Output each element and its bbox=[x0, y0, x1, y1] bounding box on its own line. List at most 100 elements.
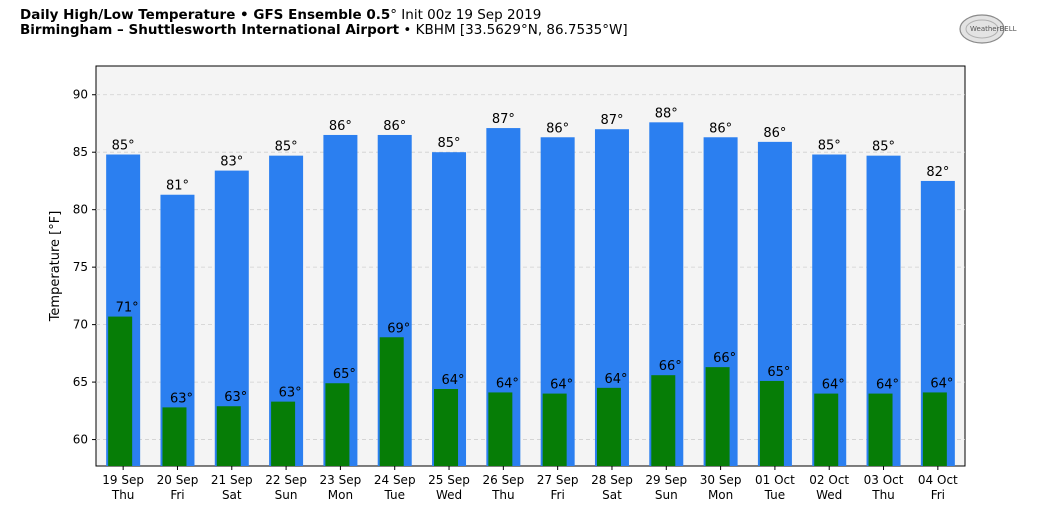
low-bar bbox=[922, 392, 947, 466]
low-bar bbox=[596, 387, 621, 466]
chart-title: Daily High/Low Temperature • GFS Ensembl… bbox=[20, 8, 628, 23]
low-value-label: 64° bbox=[876, 378, 899, 393]
x-tick-label-date: 21 Sep bbox=[211, 473, 253, 487]
high-value-label: 82° bbox=[926, 165, 949, 180]
x-tick-label-weekday: Thu bbox=[871, 488, 895, 502]
x-tick-label-date: 03 Oct bbox=[864, 473, 904, 487]
x-tick-label-date: 29 Sep bbox=[645, 473, 687, 487]
x-tick-label-date: 22 Sep bbox=[265, 473, 307, 487]
x-tick-label-weekday: Sun bbox=[275, 488, 298, 502]
low-bar bbox=[216, 406, 241, 466]
station-name: Birmingham – Shuttlesworth International… bbox=[20, 22, 400, 38]
low-bar bbox=[814, 393, 839, 466]
bar-labels: 85° 71° 81° 63° 83° 63° 85° 63° 86° 65° 86° 69° 85° 6… bbox=[112, 106, 954, 406]
x-tick-label-weekday: Sun bbox=[655, 488, 678, 502]
y-tick-label: 90 bbox=[73, 88, 88, 102]
low-value-label: 64° bbox=[442, 373, 465, 388]
weatherbell-logo-icon: WeatherBELL bbox=[956, 12, 1020, 46]
high-value-label: 86° bbox=[546, 121, 569, 136]
x-tick-label-weekday: Thu bbox=[111, 488, 135, 502]
high-value-label: 85° bbox=[818, 139, 841, 154]
x-tick-label-weekday: Fri bbox=[551, 488, 565, 502]
low-bar bbox=[651, 375, 676, 466]
low-value-label: 64° bbox=[930, 376, 953, 391]
x-tick-label-date: 28 Sep bbox=[591, 473, 633, 487]
x-tick-label-weekday: Wed bbox=[436, 488, 462, 502]
y-tick-label: 75 bbox=[73, 260, 88, 274]
x-tick-label-weekday: Thu bbox=[491, 488, 515, 502]
y-axis-label: Temperature [°F] bbox=[48, 211, 63, 323]
low-value-label: 66° bbox=[713, 351, 736, 366]
x-tick-label-weekday: Mon bbox=[328, 488, 353, 502]
high-value-label: 83° bbox=[220, 155, 243, 170]
x-tick-label-date: 19 Sep bbox=[102, 473, 144, 487]
high-value-label: 85° bbox=[112, 139, 135, 154]
high-value-label: 86° bbox=[383, 119, 406, 134]
high-value-label: 85° bbox=[275, 140, 298, 155]
low-bar bbox=[108, 316, 133, 466]
high-value-label: 81° bbox=[166, 179, 189, 194]
y-tick-label: 80 bbox=[73, 203, 88, 217]
low-bar bbox=[434, 388, 459, 466]
high-value-label: 86° bbox=[709, 121, 732, 136]
low-value-label: 63° bbox=[279, 386, 302, 401]
low-value-label: 63° bbox=[224, 390, 247, 405]
low-bar bbox=[542, 393, 567, 466]
x-tick-label-date: 27 Sep bbox=[537, 473, 579, 487]
high-value-label: 86° bbox=[763, 126, 786, 141]
low-value-label: 66° bbox=[659, 359, 682, 374]
station-info: • KBHM [33.5629°N, 86.7535°W] bbox=[399, 22, 628, 38]
low-bar bbox=[325, 383, 350, 466]
y-tick-label: 70 bbox=[73, 318, 88, 332]
chart-subtitle: Birmingham – Shuttlesworth International… bbox=[20, 23, 628, 38]
title-degree: ° bbox=[390, 7, 398, 23]
x-tick-label-weekday: Sat bbox=[602, 488, 622, 502]
x-tick-label-date: 25 Sep bbox=[428, 473, 470, 487]
x-tick-label-date: 04 Oct bbox=[918, 473, 958, 487]
high-value-label: 88° bbox=[655, 106, 678, 121]
x-tick-label-weekday: Tue bbox=[764, 488, 786, 502]
x-tick-label-date: 30 Sep bbox=[700, 473, 742, 487]
low-bar bbox=[488, 392, 513, 466]
x-tick-label-date: 01 Oct bbox=[755, 473, 795, 487]
low-value-label: 71° bbox=[116, 301, 139, 316]
x-tick-label-date: 23 Sep bbox=[320, 473, 362, 487]
x-tick-label-weekday: Wed bbox=[816, 488, 842, 502]
x-tick-label-weekday: Fri bbox=[931, 488, 945, 502]
low-value-label: 65° bbox=[767, 365, 790, 380]
high-value-label: 85° bbox=[438, 136, 461, 151]
low-value-label: 64° bbox=[604, 372, 627, 387]
low-bar bbox=[705, 367, 730, 466]
low-value-label: 64° bbox=[550, 378, 573, 393]
x-tick-label-weekday: Fri bbox=[170, 488, 184, 502]
low-bar bbox=[759, 380, 784, 466]
x-tick-label-weekday: Sat bbox=[222, 488, 242, 502]
x-tick-label-date: 02 Oct bbox=[809, 473, 849, 487]
chart-header: Daily High/Low Temperature • GFS Ensembl… bbox=[20, 8, 628, 38]
y-tick-label: 65 bbox=[73, 375, 88, 389]
high-value-label: 85° bbox=[872, 140, 895, 155]
low-bars bbox=[108, 316, 947, 466]
logo-text: WeatherBELL bbox=[970, 25, 1017, 33]
y-tick-label: 85 bbox=[73, 145, 88, 159]
low-value-label: 64° bbox=[822, 378, 845, 393]
title-bold: Daily High/Low Temperature • GFS Ensembl… bbox=[20, 7, 391, 23]
low-value-label: 63° bbox=[170, 391, 193, 406]
low-bar bbox=[379, 337, 404, 466]
title-init: Init 00z 19 Sep 2019 bbox=[397, 7, 542, 23]
low-value-label: 65° bbox=[333, 367, 356, 382]
high-value-label: 87° bbox=[600, 113, 623, 128]
x-tick-label-weekday: Tue bbox=[383, 488, 405, 502]
x-tick-label-date: 24 Sep bbox=[374, 473, 416, 487]
low-value-label: 69° bbox=[387, 321, 410, 336]
y-axis: 60 65 70 75 80 85 90 bbox=[73, 88, 96, 447]
high-value-label: 86° bbox=[329, 119, 352, 134]
high-value-label: 87° bbox=[492, 112, 515, 127]
x-tick-label-date: 20 Sep bbox=[157, 473, 199, 487]
y-tick-label: 60 bbox=[73, 433, 88, 447]
low-value-label: 64° bbox=[496, 376, 519, 391]
low-bar bbox=[271, 401, 296, 466]
low-bar bbox=[162, 407, 187, 466]
